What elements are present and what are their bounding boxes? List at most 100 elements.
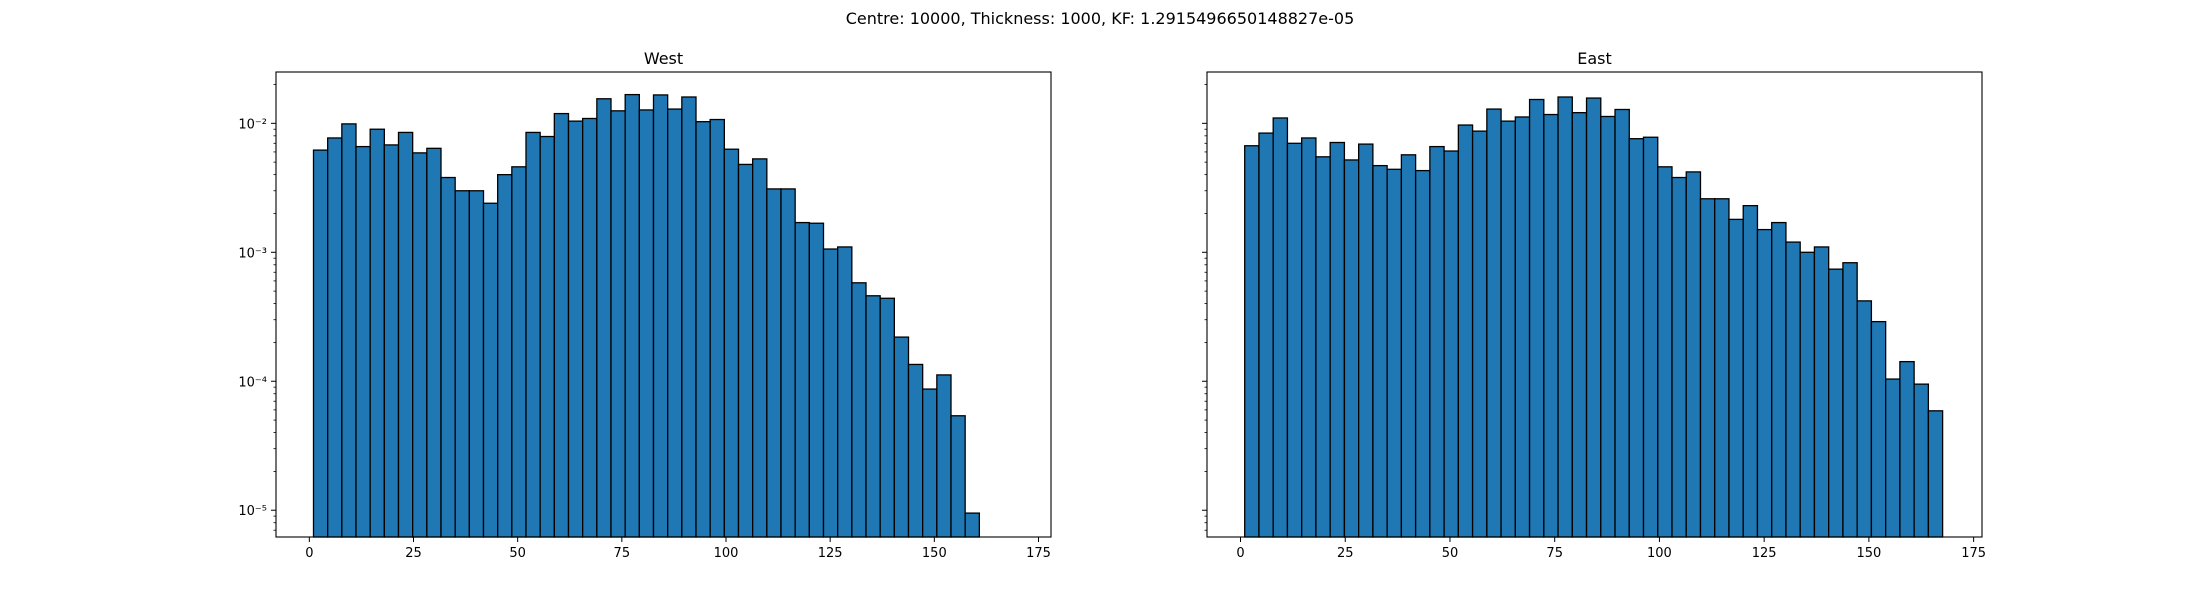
west-bar	[638, 109, 655, 538]
west-bar	[454, 190, 470, 538]
east-x-tick-label: 75	[1546, 546, 1563, 561]
east-bar	[1828, 268, 1844, 538]
west-x-tick-label: 175	[1026, 546, 1051, 561]
west-bar	[851, 282, 867, 538]
west-axes-frame	[275, 71, 1052, 538]
east-x-tick-label: 100	[1647, 546, 1672, 561]
east-x-tick-label: 125	[1752, 546, 1777, 561]
west-y-tick-label: 10⁻⁴	[238, 375, 267, 390]
east-bar	[1813, 246, 1830, 538]
east-bar	[1528, 98, 1545, 538]
east-x-tick-label: 175	[1961, 546, 1986, 561]
west-bar	[907, 363, 924, 538]
east-bar	[1799, 251, 1816, 538]
west-x-tick-label: 75	[614, 546, 631, 561]
east-bar	[1856, 300, 1873, 538]
west-bar	[412, 152, 428, 538]
east-bar	[1742, 204, 1759, 538]
east-bar	[1657, 166, 1673, 538]
east-bar	[1286, 142, 1303, 538]
east-bar	[1785, 241, 1801, 538]
west-y-tick-label: 10⁻²	[238, 117, 267, 132]
west-bar	[879, 297, 895, 538]
west-x-tick-label: 125	[818, 546, 843, 561]
east-bar	[1414, 169, 1431, 538]
west-bar	[794, 221, 810, 538]
east-panel: East 0 25 50 75 100 125 150 175	[1202, 49, 1986, 561]
west-bar	[553, 112, 570, 538]
west-bar	[667, 108, 683, 538]
west-bar	[511, 166, 527, 538]
west-bar	[355, 145, 371, 538]
west-bar	[497, 173, 513, 538]
west-bar	[312, 149, 329, 538]
west-bar	[525, 131, 541, 538]
east-bar	[1870, 320, 1887, 538]
east-bar	[1301, 137, 1317, 538]
west-x-tick-label: 100	[714, 546, 739, 561]
east-bar	[1642, 136, 1659, 538]
west-bar	[624, 93, 640, 538]
west-bar	[383, 144, 400, 538]
west-bar	[709, 118, 725, 538]
east-x-tick-label: 150	[1856, 546, 1881, 561]
east-title: East	[1577, 49, 1612, 68]
west-bar	[808, 222, 825, 538]
east-x-tick-label: 50	[1442, 546, 1459, 561]
east-bar	[1443, 150, 1459, 538]
east-bar	[1842, 262, 1858, 538]
east-bar	[1699, 198, 1716, 538]
east-bar	[1913, 383, 1930, 538]
east-bar	[1457, 124, 1474, 538]
east-bar	[1543, 113, 1559, 538]
west-bar	[752, 158, 768, 538]
west-bar	[582, 117, 598, 538]
east-bar	[1927, 410, 1944, 538]
east-bar	[1471, 130, 1488, 538]
east-bar	[1272, 117, 1289, 538]
east-bar	[1585, 97, 1602, 538]
east-bar	[1571, 111, 1588, 538]
west-bar	[766, 188, 782, 538]
east-bar	[1899, 360, 1915, 538]
west-bar	[369, 128, 385, 538]
west-bar	[822, 248, 839, 538]
west-bar	[737, 163, 754, 538]
west-bar	[468, 190, 485, 538]
west-bar	[539, 135, 555, 538]
west-bar	[397, 131, 414, 538]
east-x-tick-label: 25	[1337, 546, 1354, 561]
west-bar	[482, 202, 499, 538]
east-bar	[1400, 154, 1417, 538]
east-bar	[1486, 108, 1502, 538]
east-bar	[1728, 218, 1744, 538]
east-bar	[1614, 108, 1630, 538]
east-bar	[1500, 120, 1516, 538]
east-bar	[1885, 378, 1901, 538]
west-bar	[950, 415, 966, 538]
west-bar	[723, 148, 740, 538]
west-bar	[652, 94, 669, 538]
west-bar	[695, 121, 711, 538]
east-x-tick-label: 0	[1236, 546, 1244, 561]
west-bar	[610, 110, 626, 538]
east-bar	[1315, 156, 1331, 538]
east-bar	[1358, 143, 1374, 538]
east-bar	[1756, 228, 1773, 538]
west-bar	[440, 176, 456, 538]
east-bar	[1671, 176, 1687, 538]
east-bar	[1329, 141, 1346, 538]
west-bar	[567, 120, 584, 538]
east-bar	[1771, 221, 1787, 538]
east-bar	[1714, 198, 1730, 538]
east-axes-frame	[1206, 71, 1983, 538]
east-bar	[1372, 164, 1388, 538]
west-x-tick-label: 25	[405, 546, 422, 561]
west-x-tick-label: 150	[922, 546, 947, 561]
west-bar	[865, 295, 881, 538]
west-bar	[596, 98, 612, 538]
west-bar	[837, 246, 853, 538]
east-bar	[1343, 159, 1360, 538]
